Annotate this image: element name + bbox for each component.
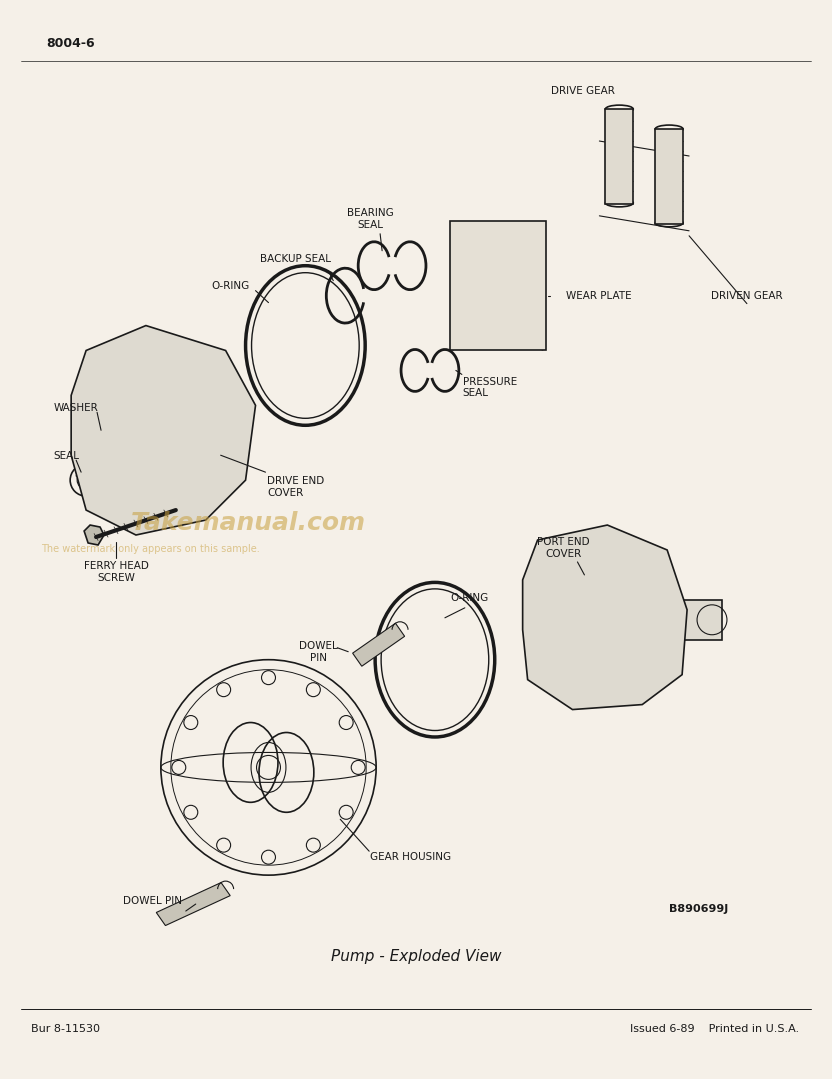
Text: Pump - Exploded View: Pump - Exploded View (331, 950, 501, 965)
Text: The watermark only appears on this sample.: The watermark only appears on this sampl… (42, 544, 260, 554)
Text: DRIVE END
COVER: DRIVE END COVER (268, 476, 324, 497)
Polygon shape (353, 624, 404, 666)
Text: BACKUP SEAL: BACKUP SEAL (260, 254, 331, 263)
Bar (450, 221, 546, 351)
Text: DRIVEN GEAR: DRIVEN GEAR (711, 290, 783, 301)
Text: PRESSURE
SEAL: PRESSURE SEAL (463, 377, 518, 398)
Text: O-RING: O-RING (211, 281, 250, 290)
Text: WEAR PLATE: WEAR PLATE (567, 290, 632, 301)
Text: 8004-6: 8004-6 (47, 37, 95, 50)
Text: Issued 6-89    Printed in U.S.A.: Issued 6-89 Printed in U.S.A. (630, 1024, 799, 1034)
Text: O-RING: O-RING (450, 592, 488, 603)
Text: DOWEL PIN: DOWEL PIN (123, 896, 182, 906)
Bar (655, 129, 683, 223)
Bar (682, 600, 722, 640)
Polygon shape (72, 326, 255, 535)
Text: GEAR HOUSING: GEAR HOUSING (370, 852, 451, 862)
Text: Bur 8-11530: Bur 8-11530 (32, 1024, 101, 1034)
Text: Takemanual.com: Takemanual.com (131, 511, 366, 535)
Text: PORT END
COVER: PORT END COVER (537, 537, 590, 559)
Bar (606, 109, 633, 204)
Polygon shape (84, 525, 104, 545)
Text: SEAL: SEAL (53, 451, 79, 461)
Text: BEARING
SEAL: BEARING SEAL (347, 208, 394, 230)
Polygon shape (522, 525, 687, 710)
Text: DOWEL
PIN: DOWEL PIN (299, 641, 338, 663)
Polygon shape (156, 883, 230, 926)
Text: FERRY HEAD
SCREW: FERRY HEAD SCREW (83, 561, 148, 583)
Text: WASHER: WASHER (53, 404, 98, 413)
Text: DRIVE GEAR: DRIVE GEAR (551, 86, 614, 96)
Text: B890699J: B890699J (669, 904, 728, 914)
